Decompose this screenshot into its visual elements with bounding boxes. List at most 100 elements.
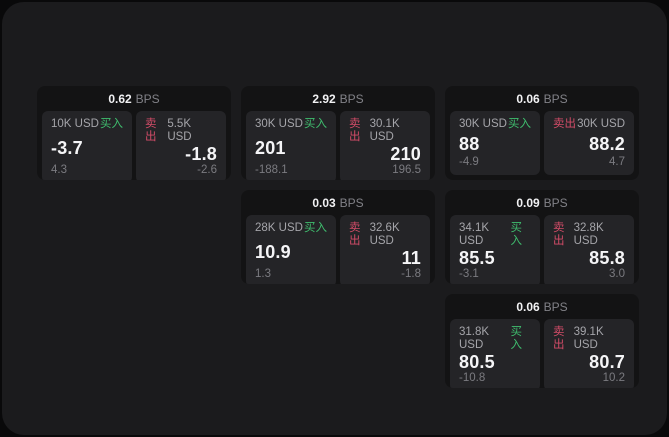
card-body: 31.8K USD 买入 80.5 -10.8 卖出 39.1K USD 80.… <box>445 319 639 388</box>
quote-card[interactable]: 0.62 BPS 10K USD 买入 -3.7 4.3 卖出 5.5K USD… <box>37 86 231 180</box>
card-body: 34.1K USD 买入 85.5 -3.1 卖出 32.8K USD 85.8… <box>445 215 639 284</box>
buy-size: 28K USD <box>255 222 303 234</box>
sell-sub-value: 196.5 <box>392 164 421 176</box>
buy-size: 30K USD <box>255 118 303 130</box>
bps-unit-label: BPS <box>543 299 568 314</box>
card-body: 30K USD 买入 88 -4.9 卖出 30K USD 88.2 4.7 <box>445 111 639 180</box>
sell-top-row: 卖出 30.1K USD <box>349 118 421 144</box>
quote-card-grid: 0.62 BPS 10K USD 买入 -3.7 4.3 卖出 5.5K USD… <box>37 86 639 388</box>
card-header: 0.62 BPS <box>37 86 231 111</box>
buy-main-value: 85.5 <box>459 248 495 268</box>
buy-sub-value: -3.1 <box>459 268 479 280</box>
sell-side-label: 卖出 <box>145 118 157 143</box>
sell-side-label: 卖出 <box>349 118 361 143</box>
buy-panel: 34.1K USD 买入 85.5 -3.1 <box>450 215 540 284</box>
buy-panel: 30K USD 买入 88 -4.9 <box>450 111 540 175</box>
card-header: 0.06 BPS <box>445 294 639 319</box>
sell-sub-value: 4.7 <box>609 156 625 168</box>
bps-unit-label: BPS <box>135 91 160 106</box>
bps-value: 2.92 <box>312 91 336 106</box>
sell-main-value: 85.8 <box>589 248 625 268</box>
sell-size: 32.8K USD <box>573 222 604 247</box>
buy-main-value: 10.9 <box>255 241 291 262</box>
bps-unit-label: BPS <box>543 195 568 210</box>
buy-size: 31.8K USD <box>459 326 490 351</box>
sell-main-value: 11 <box>401 248 421 268</box>
buy-side-label: 买入 <box>508 118 531 130</box>
card-header: 0.09 BPS <box>445 190 639 215</box>
sell-main-value: 210 <box>390 144 421 164</box>
card-body: 28K USD 买入 10.9 1.3 卖出 32.6K USD 11 -1.8 <box>241 215 435 284</box>
buy-sub-value: -188.1 <box>255 164 288 176</box>
buy-top-row: 31.8K USD 买入 <box>459 326 531 352</box>
buy-main-value: 80.5 <box>459 352 495 372</box>
sell-side-label: 卖出 <box>553 326 565 351</box>
card-header: 0.06 BPS <box>445 86 639 111</box>
bps-value: 0.06 <box>516 299 540 314</box>
buy-size: 30K USD <box>459 118 507 130</box>
buy-top-row: 28K USD 买入 <box>255 222 327 235</box>
sell-top-row: 卖出 30K USD <box>553 118 625 131</box>
sell-size: 30.1K USD <box>369 118 400 143</box>
quote-card[interactable]: 0.06 BPS 30K USD 买入 88 -4.9 卖出 30K USD 8… <box>445 86 639 180</box>
sell-sub-value: 3.0 <box>609 268 625 280</box>
sell-main-value: 80.7 <box>589 352 625 372</box>
card-body: 30K USD 买入 201 -188.1 卖出 30.1K USD 210 1… <box>241 111 435 180</box>
buy-panel: 28K USD 买入 10.9 1.3 <box>246 215 336 284</box>
buy-top-row: 30K USD 买入 <box>459 118 531 131</box>
sell-size: 5.5K USD <box>167 118 192 143</box>
sell-panel: 卖出 5.5K USD -1.8 -2.6 <box>136 111 226 180</box>
buy-side-label: 买入 <box>304 118 327 130</box>
quote-card[interactable]: 2.92 BPS 30K USD 买入 201 -188.1 卖出 30.1K … <box>241 86 435 180</box>
sell-top-row: 卖出 32.6K USD <box>349 222 421 248</box>
buy-size: 10K USD <box>51 118 99 130</box>
buy-side-label: 买入 <box>510 326 522 351</box>
buy-side-label: 买入 <box>304 222 327 234</box>
buy-sub-value: 4.3 <box>51 164 67 176</box>
buy-main-value: -3.7 <box>51 137 83 158</box>
sell-sub-value: -2.6 <box>197 164 217 176</box>
sell-side-label: 卖出 <box>349 222 361 247</box>
sell-sub-value: 10.2 <box>602 372 625 384</box>
buy-top-row: 30K USD 买入 <box>255 118 327 131</box>
sell-panel: 卖出 32.8K USD 85.8 3.0 <box>544 215 634 284</box>
sell-panel: 卖出 30K USD 88.2 4.7 <box>544 111 634 175</box>
buy-main-value: 88 <box>459 133 480 154</box>
buy-top-row: 10K USD 买入 <box>51 118 123 131</box>
bps-value: 0.03 <box>312 195 336 210</box>
sell-side-label: 卖出 <box>553 222 565 247</box>
buy-side-label: 买入 <box>510 222 522 247</box>
buy-sub-value: -10.8 <box>459 372 486 384</box>
buy-sub-value: -4.9 <box>459 156 479 168</box>
buy-sub-value: 1.3 <box>255 268 271 280</box>
bps-value: 0.62 <box>108 91 132 106</box>
sell-main-value: -1.8 <box>185 144 217 164</box>
bps-unit-label: BPS <box>339 195 364 210</box>
bps-value: 0.06 <box>516 91 540 106</box>
sell-panel: 卖出 32.6K USD 11 -1.8 <box>340 215 430 284</box>
sell-top-row: 卖出 32.8K USD <box>553 222 625 248</box>
quote-card[interactable]: 0.09 BPS 34.1K USD 买入 85.5 -3.1 卖出 32.8K… <box>445 190 639 284</box>
buy-main-value: 201 <box>255 137 286 158</box>
sell-size: 32.6K USD <box>369 222 400 247</box>
sell-side-label: 卖出 <box>553 118 576 130</box>
quote-card[interactable]: 0.03 BPS 28K USD 买入 10.9 1.3 卖出 32.6K US… <box>241 190 435 284</box>
sell-size: 39.1K USD <box>573 326 604 351</box>
sell-top-row: 卖出 39.1K USD <box>553 326 625 352</box>
buy-side-label: 买入 <box>100 118 123 130</box>
card-header: 0.03 BPS <box>241 190 435 215</box>
sell-size: 30K USD <box>577 118 625 130</box>
sell-main-value: 88.2 <box>589 133 625 154</box>
card-body: 10K USD 买入 -3.7 4.3 卖出 5.5K USD -1.8 -2.… <box>37 111 231 180</box>
bps-unit-label: BPS <box>543 91 568 106</box>
sell-panel: 卖出 30.1K USD 210 196.5 <box>340 111 430 180</box>
card-header: 2.92 BPS <box>241 86 435 111</box>
buy-panel: 10K USD 买入 -3.7 4.3 <box>42 111 132 180</box>
buy-size: 34.1K USD <box>459 222 490 247</box>
buy-panel: 30K USD 买入 201 -188.1 <box>246 111 336 180</box>
bps-value: 0.09 <box>516 195 540 210</box>
bps-unit-label: BPS <box>339 91 364 106</box>
buy-top-row: 34.1K USD 买入 <box>459 222 531 248</box>
quote-card[interactable]: 0.06 BPS 31.8K USD 买入 80.5 -10.8 卖出 39.1… <box>445 294 639 388</box>
